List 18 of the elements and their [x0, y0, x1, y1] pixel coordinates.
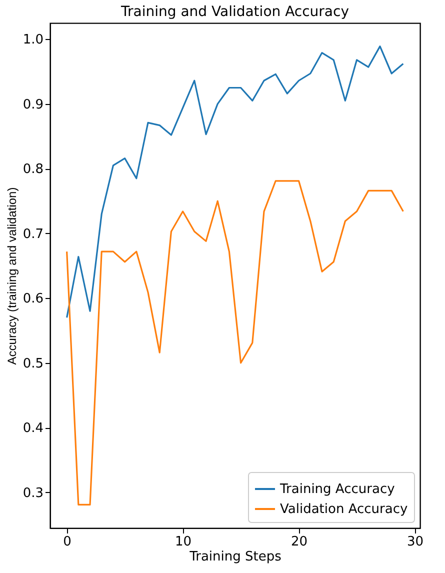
- y-tick-label: 0.3: [22, 486, 44, 501]
- y-tick-label: 0.6: [22, 292, 44, 307]
- line-series: [66, 46, 404, 318]
- x-axis-title: Training Steps: [188, 550, 282, 564]
- y-tick-label: 0.7: [22, 226, 44, 242]
- y-tick-label: 0.4: [22, 421, 44, 436]
- legend-label: Validation Accuracy: [280, 502, 408, 517]
- x-tick-label: 10: [175, 534, 192, 550]
- x-tick-label: 20: [291, 534, 308, 550]
- y-tick-label: 1.0: [22, 32, 44, 48]
- y-axis-title: Accuracy (training and validation): [4, 187, 19, 365]
- legend-label: Training Accuracy: [279, 482, 396, 497]
- y-tick-label: 0.9: [22, 97, 44, 112]
- x-tick-label: 30: [407, 534, 424, 550]
- y-tick-label: 0.5: [22, 356, 44, 372]
- chart-title: Training and Validation Accuracy: [120, 4, 349, 20]
- x-tick-label: 0: [63, 534, 72, 550]
- y-tick-label: 0.8: [22, 162, 44, 178]
